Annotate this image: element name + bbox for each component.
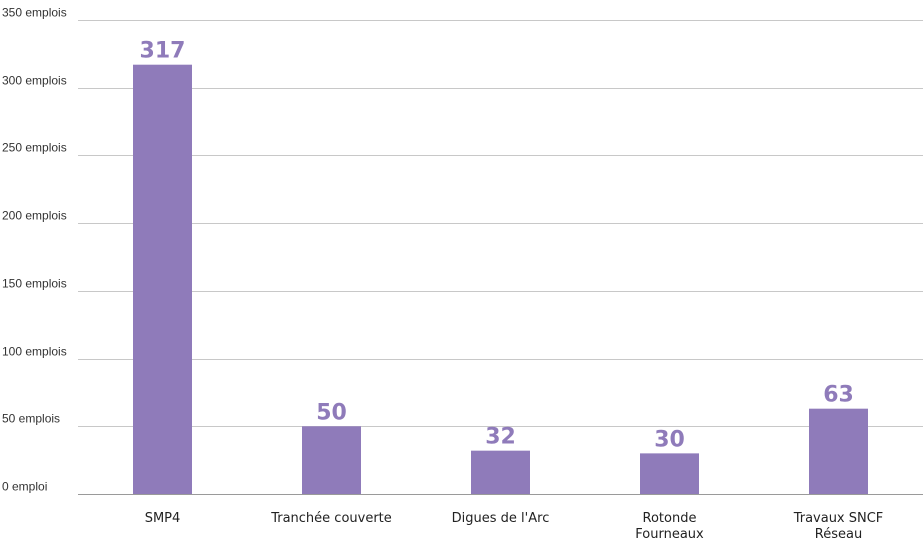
y-tick-label-0: 0 emploi [2,480,47,494]
x-tick-label-3: Rotonde [643,511,697,526]
x-tick-label-0: SMP4 [145,511,181,526]
x-tick-label-4: Travaux SNCF [793,511,884,526]
y-tick-label-250: 250 emplois [2,141,67,155]
y-tick-label-150: 150 emplois [2,277,67,291]
data-label-2: 32 [485,425,516,450]
bar-2 [471,450,530,494]
x-tick-label-1: Tranchée couverte [270,511,392,526]
x-tick-label-3-line-1: Fourneaux [635,527,704,542]
y-tick-label-200: 200 emplois [2,209,67,223]
y-tick-label-300: 300 emplois [2,74,67,88]
bar-4 [809,408,868,494]
data-label-3: 30 [654,427,685,452]
bar-3 [640,453,699,494]
data-label-0: 317 [140,39,186,64]
y-tick-label-100: 100 emplois [2,345,67,359]
bar-1 [302,426,361,494]
data-label-4: 63 [823,383,854,408]
bar-0 [133,64,192,494]
gridlines [78,20,923,495]
data-labels: 317 50 32 30 63 [140,39,854,453]
y-tick-label-350: 350 emplois [2,6,67,20]
x-axis-category-labels: SMP4 Tranchée couverte Digues de l'Arc Roto… [145,511,884,542]
x-tick-label-2: Digues de l'Arc [452,511,550,526]
data-label-1: 50 [316,400,347,425]
x-tick-label-4-line-1: Réseau [815,527,862,542]
bars [133,64,868,494]
y-axis-tick-labels: 0 emploi 50 emplois 100 emplois 150 emplois… [2,6,67,494]
y-tick-label-50: 50 emplois [2,412,60,426]
